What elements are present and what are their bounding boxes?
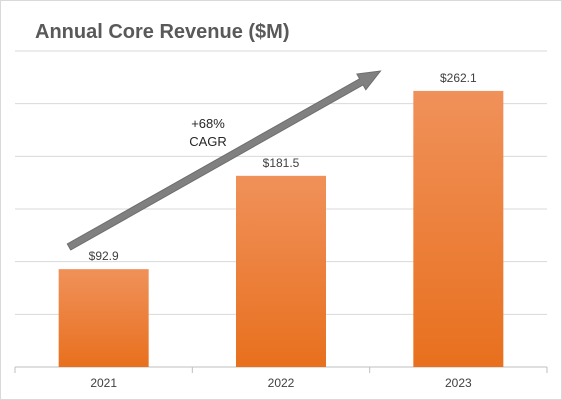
x-tick-labels: 2021 2022 2023 (90, 376, 472, 390)
bar-2023 (413, 90, 504, 368)
data-label-2023: $262.1 (440, 71, 477, 85)
x-tick-label-2023: 2023 (445, 376, 472, 390)
data-label-2022: $181.5 (263, 156, 300, 170)
cagr-arrow (66, 70, 382, 251)
cagr-percent-label: +68% (191, 116, 225, 131)
bar-2021 (58, 269, 149, 367)
growth-arrow-icon (66, 70, 382, 251)
data-label-2021: $92.9 (89, 249, 119, 263)
x-tick-label-2022: 2022 (268, 376, 295, 390)
cagr-text-label: CAGR (189, 134, 227, 149)
data-labels: $92.9 $181.5 $262.1 (89, 71, 477, 263)
bars (58, 90, 504, 368)
x-tick-label-2021: 2021 (90, 376, 117, 390)
bar-2022 (236, 175, 326, 367)
chart-title: Annual Core Revenue ($M) (35, 21, 289, 43)
